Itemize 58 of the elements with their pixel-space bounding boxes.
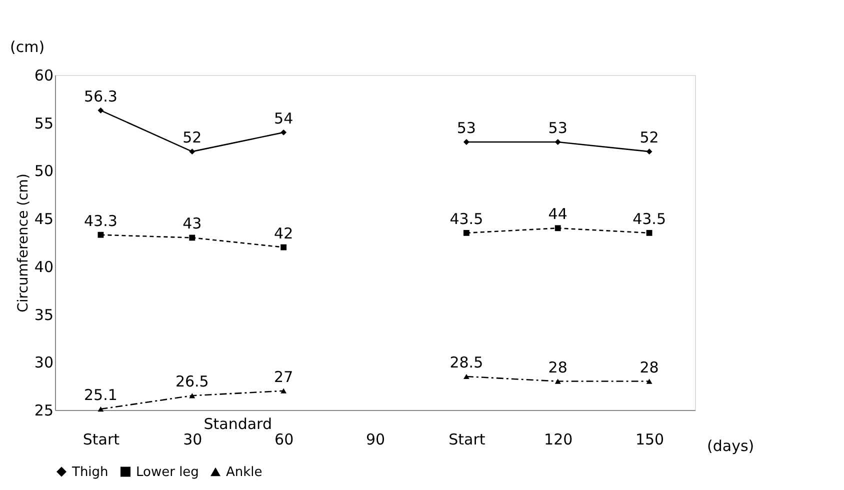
data-label: 53 — [548, 119, 568, 137]
data-label: 56.3 — [84, 87, 118, 106]
legend-label: Thigh — [71, 464, 108, 480]
legend-label: Lower leg — [136, 464, 199, 480]
point — [189, 393, 196, 398]
data-label: 26.5 — [175, 372, 209, 391]
point — [280, 244, 287, 250]
data-label: 44 — [548, 205, 568, 224]
legend-label: Ankle — [226, 464, 262, 480]
point — [189, 148, 196, 155]
data-label: 43.3 — [84, 212, 118, 230]
point — [554, 378, 561, 384]
data-label: 52 — [640, 128, 659, 147]
data-label: 54 — [274, 109, 294, 128]
point — [463, 374, 470, 380]
x-tick-label: 150 — [635, 430, 664, 448]
x-tick-label: Start — [82, 430, 120, 448]
point — [463, 139, 470, 145]
point — [98, 406, 104, 412]
y-tick-label: 45 — [34, 210, 54, 228]
x-tick-label: 120 — [544, 430, 573, 448]
point — [189, 234, 196, 241]
data-label: 28 — [640, 358, 659, 376]
text: (days) — [707, 437, 754, 455]
data-label: 43.5 — [632, 210, 666, 228]
x-tick-label: 30 — [183, 430, 202, 448]
y-tick-label: 55 — [34, 114, 54, 132]
text: Standard — [204, 415, 272, 433]
point — [554, 139, 561, 145]
point — [646, 378, 652, 384]
y-tick-label: 25 — [34, 402, 54, 420]
y-tick-label: 35 — [34, 306, 54, 324]
point — [98, 107, 104, 114]
data-label: 43 — [182, 214, 202, 233]
point — [98, 232, 104, 238]
x-tick-label: 90 — [366, 430, 386, 448]
data-label: 25.1 — [84, 386, 118, 404]
data-label: 28 — [548, 358, 568, 376]
point — [463, 230, 470, 236]
x-tick-label: Start — [448, 430, 486, 448]
data-label: 27 — [274, 368, 294, 386]
point — [646, 230, 652, 236]
data-label: 43.5 — [450, 210, 484, 228]
y-tick-label: 30 — [34, 354, 54, 372]
data-label: 53 — [456, 119, 476, 137]
point — [280, 388, 287, 394]
data-label: 42 — [274, 224, 294, 242]
point — [554, 225, 561, 232]
x-tick-label: 60 — [274, 430, 294, 448]
data-label: 28.5 — [450, 354, 484, 372]
point — [280, 129, 287, 136]
y-tick-label: 60 — [34, 66, 54, 84]
point — [646, 148, 652, 155]
y-tick-label: 40 — [34, 258, 54, 276]
y-tick-label: 50 — [34, 162, 54, 180]
text: (cm) — [10, 38, 45, 56]
data-label: 52 — [182, 128, 202, 147]
y-axis-title: Circumference (cm) — [15, 174, 32, 312]
